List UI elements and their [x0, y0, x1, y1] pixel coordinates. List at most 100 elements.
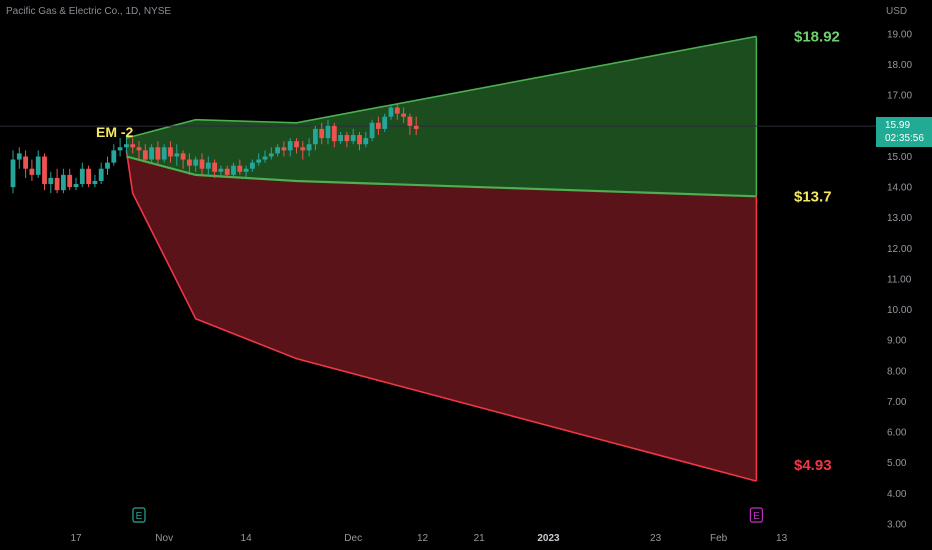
candle	[218, 165, 224, 178]
candle	[357, 131, 362, 151]
x-tick-label: 12	[417, 533, 429, 544]
candle-body	[313, 128, 318, 145]
candle-body	[61, 174, 66, 191]
candle	[369, 119, 375, 142]
candle	[105, 156, 110, 175]
candle-body	[338, 135, 343, 142]
candle	[35, 150, 41, 178]
em-annotation: EM -2	[96, 124, 134, 140]
time-axis[interactable]: 17 Nov 14 Dec 12 21 2023 23 Feb 13	[70, 533, 787, 544]
candle	[16, 147, 22, 169]
candle-body	[67, 174, 73, 188]
y-tick-label: 10.00	[887, 305, 912, 316]
upper-band-line	[126, 35, 757, 139]
earnings-marker-box	[749, 507, 764, 523]
candle-body	[161, 147, 167, 160]
candle	[231, 162, 236, 178]
candle-body	[86, 168, 91, 185]
candle	[48, 171, 54, 194]
candle-body	[394, 107, 400, 114]
earnings-marker-label: E	[136, 511, 143, 522]
y-tick-label: 19.00	[887, 30, 912, 41]
candle	[130, 138, 136, 154]
candle-body	[29, 168, 35, 175]
candle	[124, 135, 129, 154]
candle-body	[35, 156, 41, 175]
candle	[67, 168, 73, 191]
y-tick-label: 8.00	[887, 366, 907, 377]
y-tick-label: 11.00	[887, 274, 912, 285]
x-tick-label: 13	[776, 533, 788, 544]
candle	[313, 125, 318, 151]
candle-body	[16, 153, 22, 160]
candle	[401, 107, 406, 123]
earnings-marker[interactable]: E	[749, 507, 764, 523]
y-tick-label: 7.00	[887, 397, 907, 408]
level-label: $18.92	[794, 28, 840, 45]
candle-body	[350, 135, 356, 142]
candle	[300, 141, 306, 160]
candle-body	[237, 165, 243, 172]
candle-body	[262, 156, 268, 160]
candle-body	[344, 135, 350, 142]
candle	[262, 150, 268, 163]
candle-body	[250, 162, 255, 169]
candle	[275, 144, 280, 157]
candle	[256, 153, 262, 166]
candle	[413, 116, 419, 136]
candle-body	[73, 184, 79, 188]
candle	[382, 113, 388, 132]
candle	[250, 159, 255, 172]
candle	[376, 116, 381, 136]
candle-body	[212, 162, 217, 172]
candle	[199, 153, 205, 175]
candle-body	[218, 168, 224, 172]
candle	[42, 153, 47, 191]
candle	[325, 119, 331, 145]
candle-body	[319, 128, 325, 139]
candle-body	[124, 144, 129, 148]
candle	[180, 150, 186, 169]
candle-body	[287, 141, 293, 151]
candle-body	[136, 147, 142, 151]
candle-body	[149, 147, 154, 160]
candle	[54, 168, 60, 194]
price-axis[interactable]: 19.0018.0017.0016.0015.0014.0013.0012.00…	[887, 30, 912, 531]
candle-body	[54, 177, 60, 191]
candle	[136, 141, 142, 160]
candle-body	[105, 162, 110, 169]
candle	[224, 165, 230, 178]
level-labels: $18.92 $13.7 $4.93	[794, 28, 840, 473]
candle-body	[10, 159, 16, 188]
candle-body	[98, 168, 104, 181]
candle-body	[117, 147, 123, 151]
candle-body	[376, 122, 381, 129]
candle	[306, 138, 312, 157]
candle	[86, 165, 91, 188]
candle-body	[199, 159, 205, 169]
candle	[212, 159, 217, 178]
candle	[155, 141, 161, 166]
x-tick-label: 17	[70, 533, 82, 544]
candle	[205, 156, 211, 175]
x-tick-label: Feb	[710, 533, 728, 544]
earnings-marker[interactable]: E	[132, 507, 146, 523]
candle-body	[130, 144, 136, 148]
candle-body	[331, 125, 337, 142]
x-tick-label: 21	[474, 533, 486, 544]
candle-body	[268, 153, 274, 157]
candle	[237, 159, 243, 175]
lower-band-line	[125, 150, 757, 482]
candle-body	[300, 147, 306, 151]
candle-body	[294, 141, 299, 148]
candle-body	[388, 107, 394, 117]
candlestick-series	[10, 104, 419, 194]
candle	[338, 131, 343, 145]
level-label: $13.7	[794, 188, 832, 205]
y-tick-label: 6.00	[887, 428, 907, 439]
candle-body	[224, 168, 230, 175]
candle	[142, 144, 148, 163]
candle-body	[357, 135, 362, 145]
